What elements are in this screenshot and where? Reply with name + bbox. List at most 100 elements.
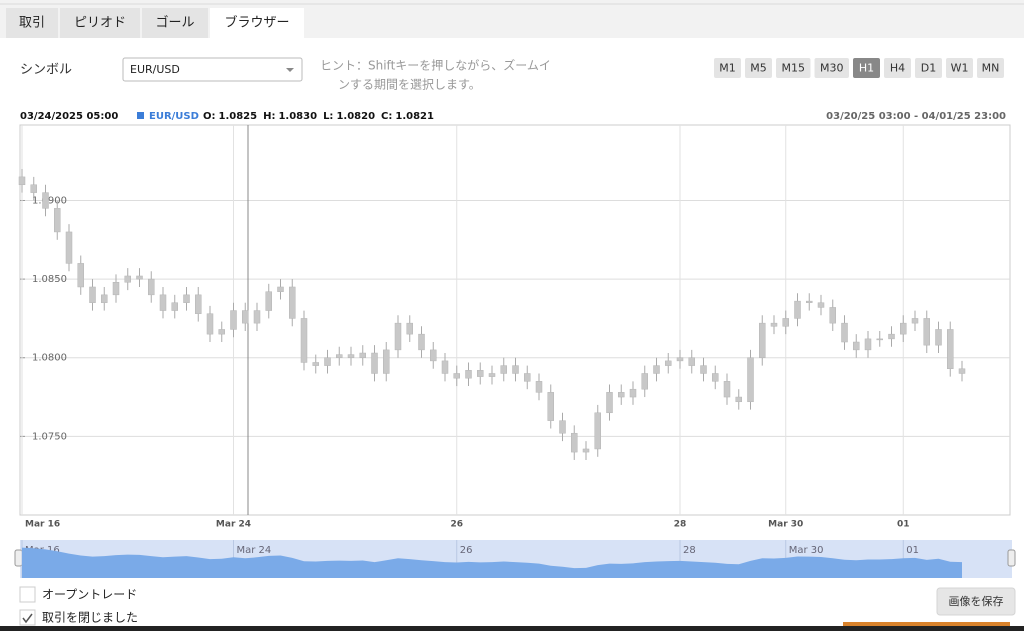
timeframe-label: H4	[890, 62, 905, 75]
navigator-label: 26	[460, 545, 473, 556]
timeframe-button[interactable]	[977, 58, 1004, 78]
x-tick-label: Mar 24	[216, 520, 251, 530]
candle-body	[265, 291, 272, 311]
x-tick-label: 26	[450, 520, 463, 530]
candle-body	[148, 278, 155, 296]
candle-body	[524, 373, 531, 382]
candle-body	[512, 365, 519, 374]
timeframe-button[interactable]	[814, 58, 850, 78]
candle-body	[312, 362, 319, 366]
timeframe-label: M30	[820, 62, 844, 75]
symbol-label: シンボル	[20, 63, 72, 78]
candle-body	[947, 329, 954, 370]
timeframe-button[interactable]	[745, 58, 772, 78]
candle-body	[18, 176, 26, 186]
tab[interactable]	[60, 8, 140, 38]
navigator-handle[interactable]	[1007, 549, 1016, 567]
candle-body	[112, 282, 120, 296]
candle-body	[336, 354, 343, 358]
tab[interactable]	[142, 8, 208, 38]
navigator-area	[22, 547, 962, 578]
candle-body	[124, 275, 131, 283]
candle-body	[712, 373, 719, 382]
timeframe-label: MN	[982, 62, 1000, 75]
candle-body	[371, 352, 378, 374]
timeframe-button[interactable]	[776, 58, 811, 78]
navigator-handle[interactable]	[14, 549, 23, 567]
candle-body	[206, 313, 214, 335]
candle-body	[535, 381, 543, 393]
timeframe-button[interactable]	[946, 58, 973, 78]
x-tick-label: Mar 16	[25, 520, 60, 530]
bottom-accent	[843, 622, 1010, 626]
timeframe-label: H1	[859, 62, 874, 75]
navigator-label: Mar 30	[789, 545, 824, 556]
series-swatch	[137, 112, 144, 119]
candle-body	[500, 365, 507, 374]
checkbox-label: 取引を閉じました	[42, 611, 138, 625]
info-field-value: 1.0820	[336, 111, 375, 122]
candle-body	[935, 329, 942, 346]
save-button[interactable]	[936, 587, 1016, 616]
info-symbol: EUR/USD	[149, 111, 199, 122]
candle-body	[582, 448, 590, 453]
tab-label: ゴール	[155, 15, 194, 31]
info-field-label: O:	[203, 111, 216, 122]
candle-body	[230, 310, 237, 330]
x-tick-label: 01	[897, 520, 910, 530]
timeframe-label: M15	[782, 62, 806, 75]
candle-body	[817, 302, 825, 308]
candle-body	[700, 365, 707, 374]
timeframe-button[interactable]	[714, 58, 741, 78]
candle-body	[900, 322, 907, 335]
candle-body	[171, 302, 178, 311]
candle-body	[136, 275, 143, 280]
candle-body	[688, 357, 695, 366]
timeframe-button[interactable]	[853, 58, 880, 78]
y-tick-label: 1.0800	[32, 353, 67, 364]
checkbox-label: オープントレード	[42, 588, 137, 602]
candle-body	[477, 370, 484, 377]
candle-body	[430, 349, 437, 362]
plot-area	[19, 124, 1011, 516]
candle-body	[735, 396, 742, 403]
timeframe-label: W1	[951, 62, 969, 75]
candle-body	[923, 318, 930, 346]
candle-body	[77, 263, 84, 288]
candle-body	[289, 286, 296, 319]
timeframe-button[interactable]	[915, 58, 942, 78]
timeframe-button[interactable]	[884, 58, 911, 78]
candle-body	[911, 318, 919, 324]
candle-body	[594, 412, 601, 450]
symbol-select[interactable]	[122, 57, 303, 82]
hint-line: ヒント：Shiftキーを押しながら、ズームイ	[320, 58, 551, 73]
info-field-value: 1.0830	[278, 111, 317, 122]
candle-body	[888, 333, 895, 340]
candle-body	[195, 294, 202, 314]
tab-label: ブラウザー	[224, 15, 289, 31]
info-field-label: C:	[381, 111, 392, 122]
x-tick-label: Mar 30	[768, 520, 803, 530]
candle-body	[676, 357, 684, 362]
checkbox[interactable]	[19, 586, 36, 603]
candle-body	[253, 310, 261, 324]
candle-body	[394, 322, 402, 351]
candle-body	[277, 286, 284, 292]
candle-body	[618, 392, 625, 398]
checkbox[interactable]	[19, 609, 36, 626]
candle-body	[806, 300, 813, 303]
info-range: 03/20/25 03:00 - 04/01/25 23:00	[826, 111, 1006, 122]
candle-body	[441, 360, 449, 374]
info-field-label: H:	[263, 111, 275, 122]
timeframe-label: M1	[719, 62, 736, 75]
tab[interactable]	[6, 8, 58, 38]
candle-body	[547, 392, 554, 421]
candle-body	[383, 349, 390, 374]
candle-body	[324, 357, 331, 366]
y-tick-label: 1.0750	[32, 431, 67, 442]
candle-body	[606, 392, 613, 414]
tab[interactable]	[210, 8, 304, 38]
y-tick-label: 1.0900	[32, 195, 67, 206]
tab-label: ピリオド	[74, 16, 126, 31]
candle-body	[770, 322, 778, 327]
